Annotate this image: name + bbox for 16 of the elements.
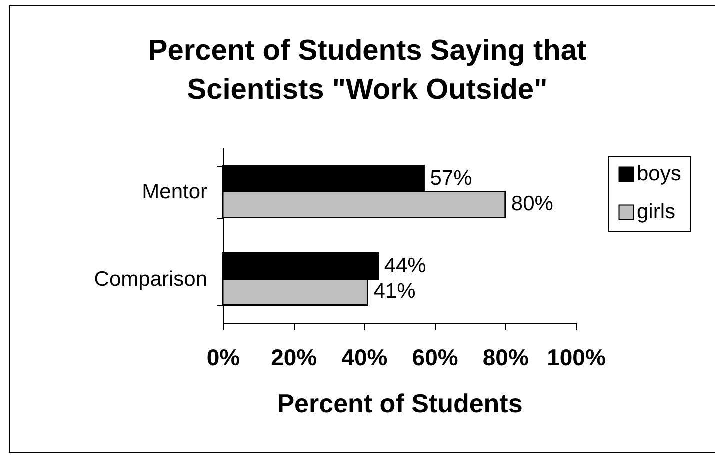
x-axis-title: Percent of Students — [277, 388, 523, 418]
data-label: 80% — [511, 192, 554, 216]
y-tick-label: Comparison — [94, 268, 208, 291]
legend-label: girls — [637, 200, 676, 224]
chart-title: Percent of Students Saying that Scientists "Work Outside" — [148, 35, 587, 106]
x-tick-label: 60% — [412, 344, 458, 370]
legend-label: boys — [637, 162, 682, 186]
x-tick-label: 0% — [206, 344, 240, 370]
data-label: 57% — [430, 166, 472, 190]
x-tick-label: 80% — [482, 344, 529, 370]
data-label: 44% — [384, 254, 426, 278]
y-tick-label: Mentor — [142, 180, 208, 204]
x-tick-label: 20% — [271, 344, 318, 370]
x-tick-label: 100% — [547, 344, 606, 370]
data-label: 41% — [374, 280, 416, 304]
x-tick-label: 40% — [342, 344, 388, 370]
